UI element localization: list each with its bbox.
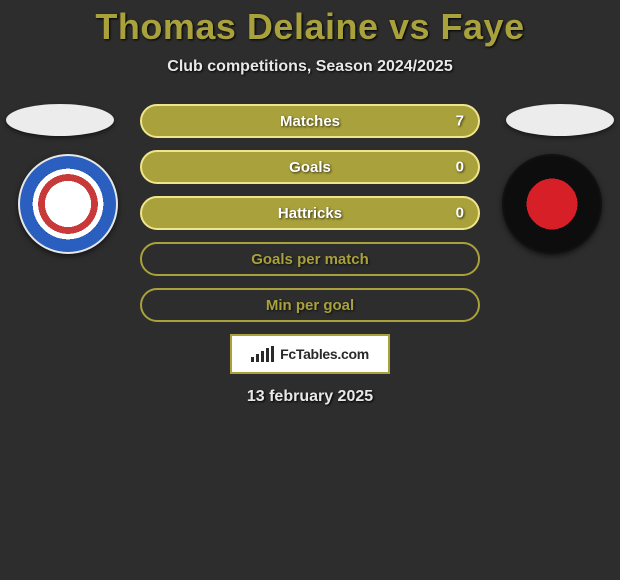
footer-brand-badge[interactable]: FcTables.com [230, 334, 390, 374]
stat-row-min-per-goal: Min per goal [140, 288, 480, 322]
player-left-placeholder [6, 104, 114, 136]
stat-value: 7 [456, 113, 464, 130]
comparison-area: Matches 7 Goals 0 Hattricks 0 Goals per … [0, 104, 620, 406]
stat-label: Goals [289, 159, 331, 176]
page-subtitle: Club competitions, Season 2024/2025 [0, 58, 620, 76]
stat-row-goals: Goals 0 [140, 150, 480, 184]
footer-brand-text: FcTables.com [280, 346, 369, 362]
stat-row-hattricks: Hattricks 0 [140, 196, 480, 230]
stat-list: Matches 7 Goals 0 Hattricks 0 Goals per … [140, 104, 480, 322]
club-badge-right-inner [522, 174, 582, 234]
stat-label: Min per goal [266, 297, 354, 314]
chart-icon [251, 346, 274, 362]
stat-label: Goals per match [251, 251, 369, 268]
club-badge-left [18, 154, 118, 254]
stat-label: Hattricks [278, 205, 342, 222]
footer-date: 13 february 2025 [0, 388, 620, 406]
club-badge-right [502, 154, 602, 254]
stat-row-matches: Matches 7 [140, 104, 480, 138]
stat-row-goals-per-match: Goals per match [140, 242, 480, 276]
page-title: Thomas Delaine vs Faye [0, 0, 620, 48]
stat-value: 0 [456, 159, 464, 176]
player-right-placeholder [506, 104, 614, 136]
stat-value: 0 [456, 205, 464, 222]
stat-label: Matches [280, 113, 340, 130]
